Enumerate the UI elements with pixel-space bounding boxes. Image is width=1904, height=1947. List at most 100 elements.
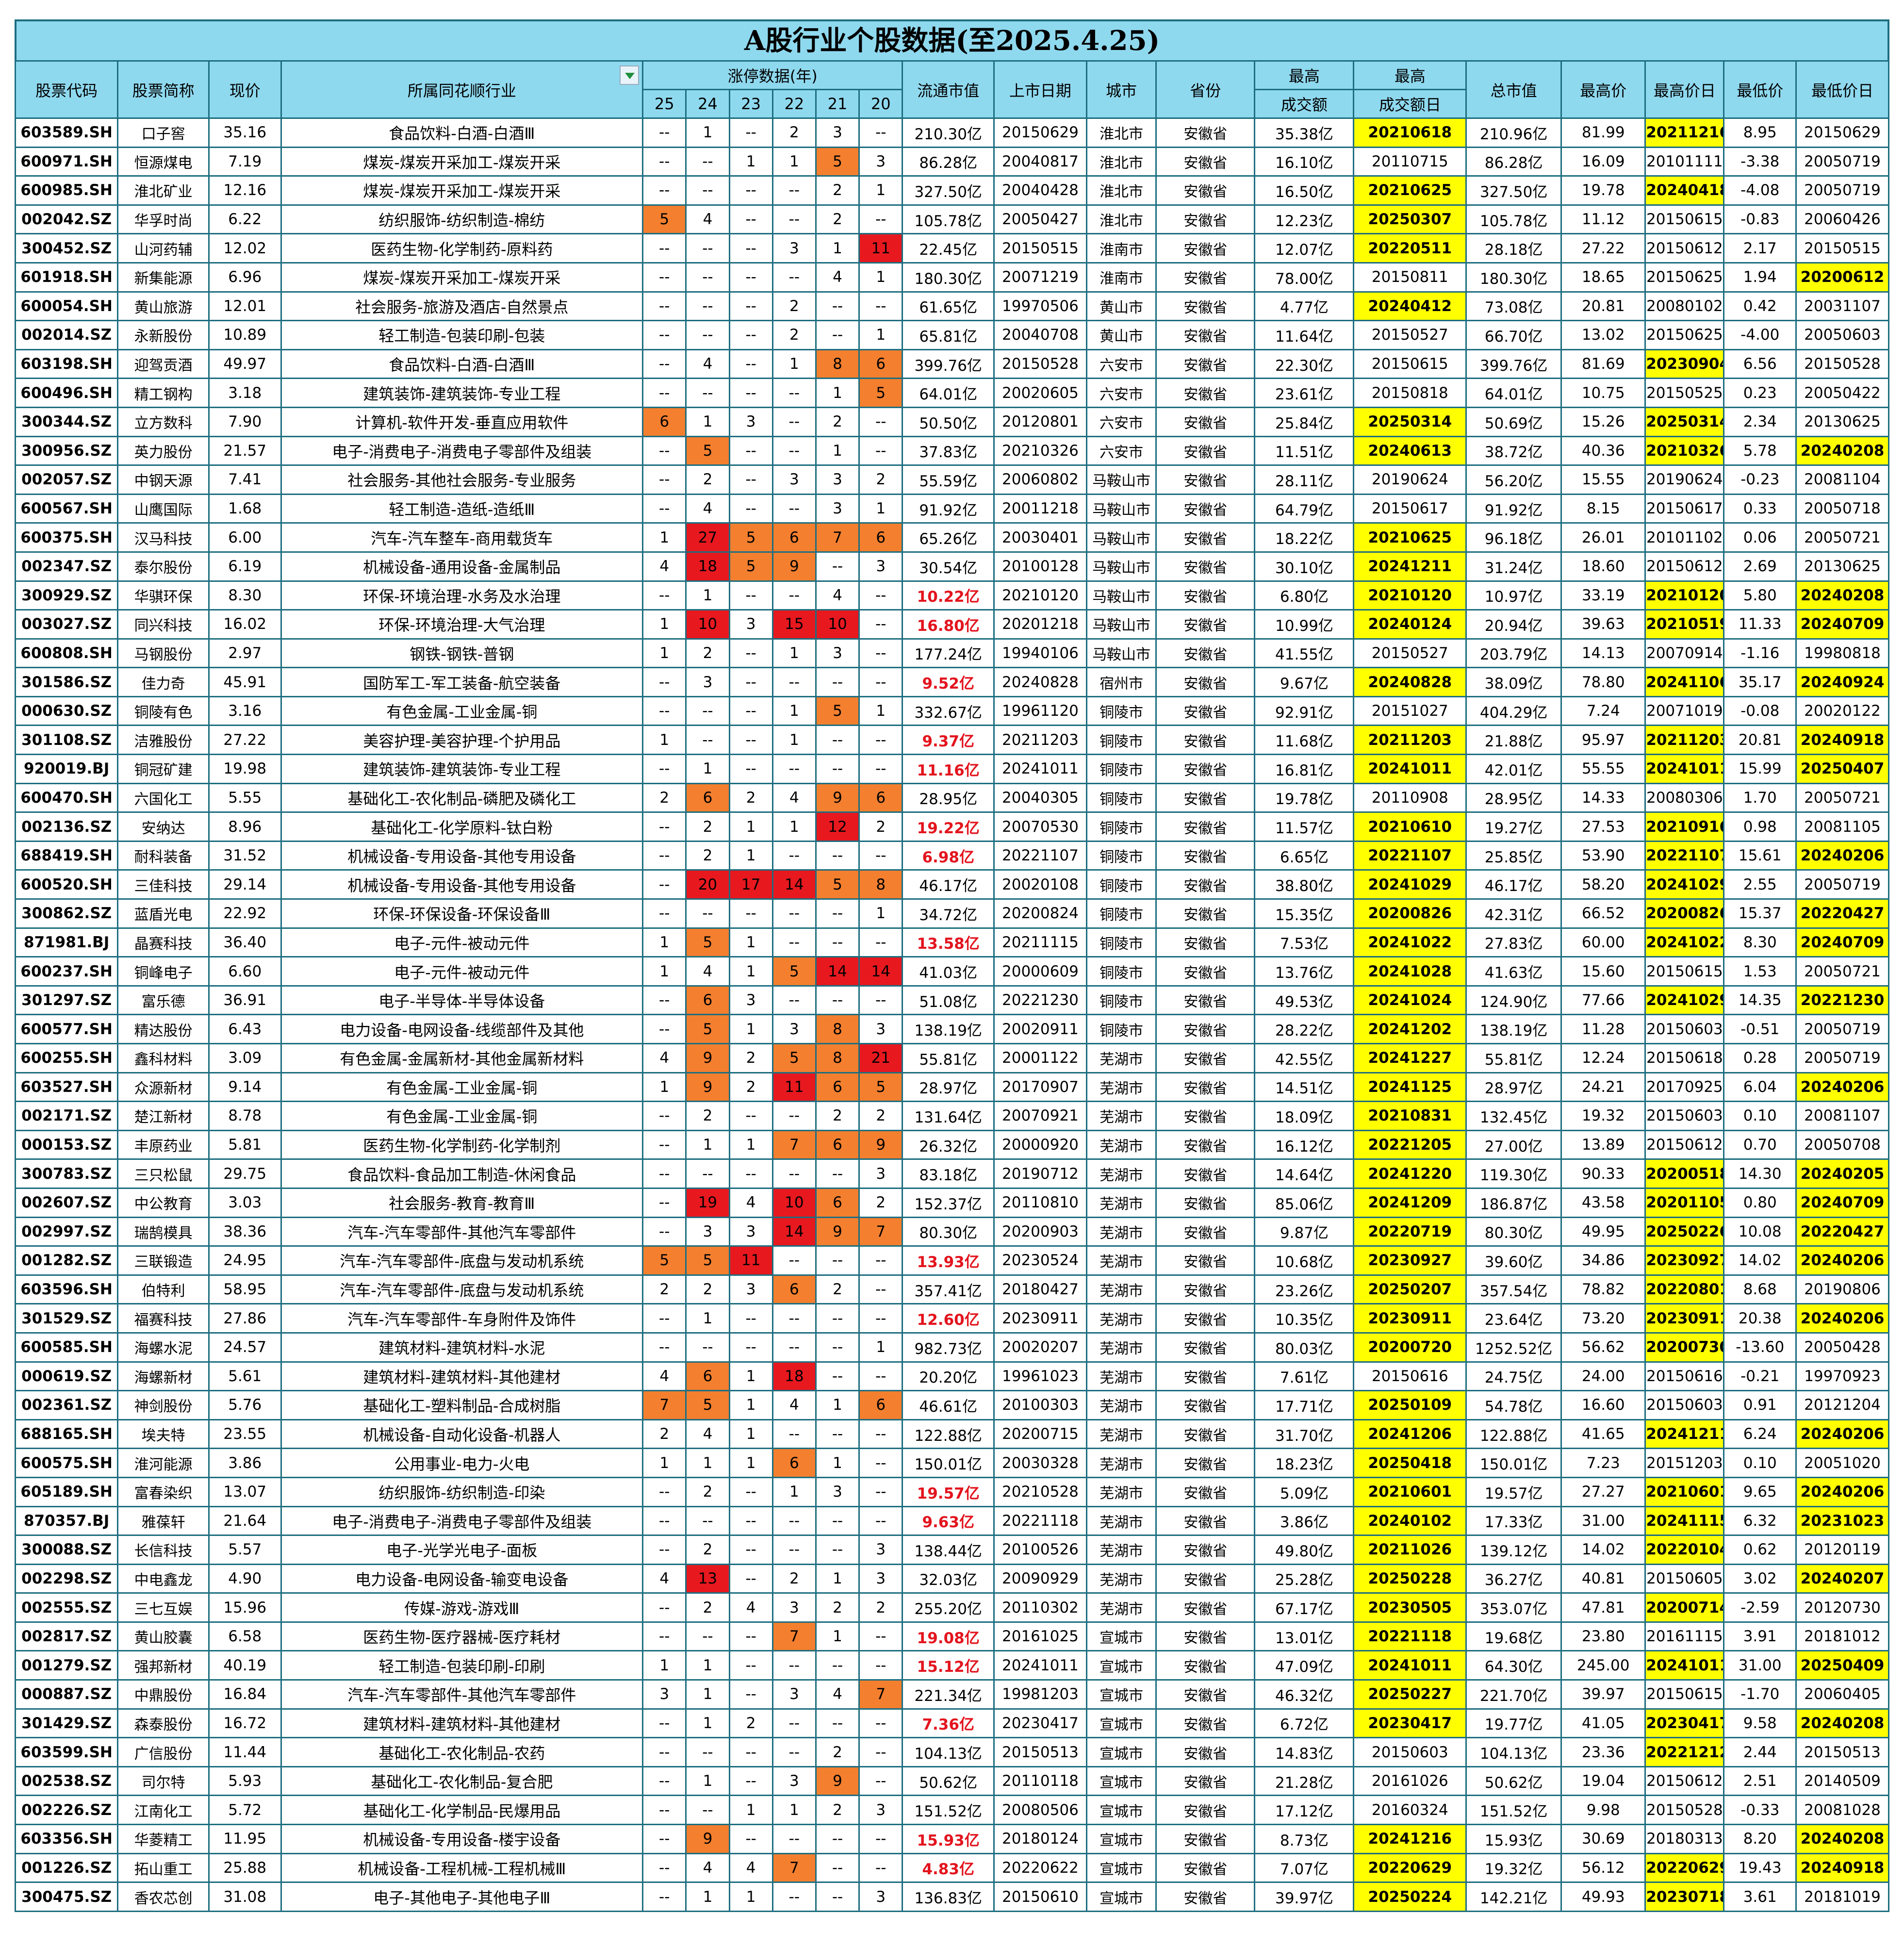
zt-count-cell[interactable]: --: [771, 754, 817, 784]
stock-code-cell[interactable]: 003027.SZ: [14, 609, 119, 640]
zt-count-cell[interactable]: 1: [771, 1476, 817, 1507]
high-price-cell[interactable]: 10.75: [1560, 378, 1646, 408]
zt-count-cell[interactable]: 1: [685, 1679, 730, 1710]
total-cap-cell[interactable]: 66.70亿: [1465, 320, 1562, 350]
table-row[interactable]: 301297.SZ 富乐德 36.91 电子-半导体-半导体设备 -- 6 3 -- -- -- 5…: [14, 985, 1889, 1016]
high-price-date-cell[interactable]: 20210120: [1644, 580, 1725, 611]
table-row[interactable]: 301529.SZ 福赛科技 27.86 汽车-汽车零部件-车身附件及饰件 -- 1 -- -…: [14, 1303, 1889, 1334]
total-cap-cell[interactable]: 73.08亿: [1465, 291, 1562, 322]
high-price-date-cell[interactable]: 20080102: [1644, 291, 1725, 322]
list-date-cell[interactable]: 20040428: [993, 175, 1087, 206]
max-volume-cell[interactable]: 28.11亿: [1254, 464, 1355, 495]
max-volume-cell[interactable]: 7.07亿: [1254, 1852, 1355, 1883]
max-volume-cell[interactable]: 30.10亿: [1254, 551, 1355, 582]
zt-count-cell[interactable]: 6: [858, 1390, 903, 1420]
province-cell[interactable]: 安徽省: [1155, 1592, 1256, 1623]
province-cell[interactable]: 安徽省: [1155, 320, 1256, 350]
zt-count-cell[interactable]: --: [858, 927, 903, 958]
stock-name-cell[interactable]: 淮河能源: [117, 1448, 210, 1478]
zt-count-cell[interactable]: 3: [771, 1592, 817, 1623]
high-price-cell[interactable]: 19.78: [1560, 175, 1646, 206]
total-cap-cell[interactable]: 19.27亿: [1465, 811, 1562, 842]
stock-name-cell[interactable]: 六国化工: [117, 782, 210, 813]
low-price-date-cell[interactable]: 20240208: [1795, 1708, 1889, 1739]
stock-code-cell[interactable]: 301586.SZ: [14, 667, 119, 697]
low-price-cell[interactable]: -1.16: [1723, 638, 1797, 669]
max-volume-cell[interactable]: 9.87亿: [1254, 1216, 1355, 1247]
stock-name-cell[interactable]: 鑫科材料: [117, 1043, 210, 1073]
list-date-cell[interactable]: 20150513: [993, 1737, 1087, 1767]
province-cell[interactable]: 安徽省: [1155, 1824, 1256, 1854]
current-price-cell[interactable]: 29.14: [208, 869, 282, 900]
zt-count-cell[interactable]: --: [815, 1708, 860, 1739]
max-volume-cell[interactable]: 9.67亿: [1254, 667, 1355, 697]
list-date-cell[interactable]: 20150528: [993, 348, 1087, 380]
high-price-date-cell[interactable]: 20200826: [1644, 898, 1725, 929]
zt-count-cell[interactable]: --: [728, 435, 773, 466]
max-volume-cell[interactable]: 49.53亿: [1254, 985, 1355, 1016]
low-price-cell[interactable]: 11.33: [1723, 609, 1797, 640]
max-volume-date-cell[interactable]: 20190624: [1353, 464, 1467, 495]
high-price-date-cell[interactable]: 20200714: [1644, 1592, 1725, 1623]
province-cell[interactable]: 安徽省: [1155, 580, 1256, 611]
max-volume-cell[interactable]: 13.01亿: [1254, 1621, 1355, 1652]
zt-count-cell[interactable]: --: [685, 262, 730, 293]
zt-count-cell[interactable]: --: [771, 378, 817, 408]
high-price-date-cell[interactable]: 20150528: [1644, 1795, 1725, 1826]
high-price-cell[interactable]: 12.24: [1560, 1043, 1646, 1073]
zt-count-cell[interactable]: 2: [685, 1274, 730, 1305]
zt-count-cell[interactable]: --: [815, 1852, 860, 1883]
table-row[interactable]: 000619.SZ 海螺新材 5.61 建筑材料-建筑材料-其他建材 4 6 1 18 -- --…: [14, 1361, 1889, 1392]
stock-name-cell[interactable]: 广信股份: [117, 1737, 210, 1767]
city-cell[interactable]: 宣城市: [1085, 1881, 1157, 1912]
total-cap-cell[interactable]: 221.70亿: [1465, 1679, 1562, 1710]
max-volume-cell[interactable]: 8.73亿: [1254, 1824, 1355, 1854]
zt-count-cell[interactable]: 19: [685, 1187, 730, 1218]
total-cap-cell[interactable]: 27.00亿: [1465, 1129, 1562, 1160]
stock-name-cell[interactable]: 丰原药业: [117, 1129, 210, 1160]
max-volume-date-cell[interactable]: 20240828: [1353, 667, 1467, 697]
low-price-date-cell[interactable]: 20150528: [1795, 348, 1889, 380]
province-cell[interactable]: 安徽省: [1155, 1679, 1256, 1710]
zt-count-cell[interactable]: 1: [771, 1795, 817, 1826]
max-volume-cell[interactable]: 14.64亿: [1254, 1158, 1355, 1189]
total-cap-cell[interactable]: 122.88亿: [1465, 1419, 1562, 1450]
zt-count-cell[interactable]: 4: [642, 1563, 687, 1594]
zt-count-cell[interactable]: 1: [771, 348, 817, 380]
stock-code-cell[interactable]: 002555.SZ: [14, 1592, 119, 1623]
max-volume-date-cell[interactable]: 20241206: [1353, 1419, 1467, 1450]
total-cap-cell[interactable]: 19.77亿: [1465, 1708, 1562, 1739]
header-high[interactable]: 最高价: [1560, 60, 1646, 119]
zt-count-cell[interactable]: --: [771, 406, 817, 437]
total-cap-cell[interactable]: 20.94亿: [1465, 609, 1562, 640]
zt-count-cell[interactable]: 1: [685, 1303, 730, 1334]
zt-count-cell[interactable]: --: [728, 320, 773, 350]
zt-count-cell[interactable]: 1: [728, 1390, 773, 1420]
city-cell[interactable]: 宿州市: [1085, 667, 1157, 697]
zt-count-cell[interactable]: 1: [685, 406, 730, 437]
low-price-cell[interactable]: 0.42: [1723, 291, 1797, 322]
city-cell[interactable]: 铜陵市: [1085, 840, 1157, 871]
stock-code-cell[interactable]: 002347.SZ: [14, 551, 119, 582]
province-cell[interactable]: 安徽省: [1155, 1737, 1256, 1767]
zt-count-cell[interactable]: 12: [815, 811, 860, 842]
zt-count-cell[interactable]: 1: [771, 146, 817, 177]
table-row[interactable]: 300929.SZ 华骐环保 8.30 环保-环境治理-水务及水治理 -- 1 -- -- 4-…: [14, 580, 1889, 611]
stock-code-cell[interactable]: 300862.SZ: [14, 898, 119, 929]
high-price-cell[interactable]: 27.53: [1560, 811, 1646, 842]
industry-cell[interactable]: 食品饮料-白酒-白酒Ⅲ: [280, 117, 644, 148]
float-cap-cell[interactable]: 11.16亿: [902, 754, 995, 784]
max-volume-date-cell[interactable]: 20250227: [1353, 1679, 1467, 1710]
zt-count-cell[interactable]: 10: [815, 609, 860, 640]
header-industry[interactable]: 所属同花顺行业: [280, 60, 644, 119]
max-volume-date-cell[interactable]: 20220719: [1353, 1216, 1467, 1247]
low-price-cell[interactable]: 3.91: [1723, 1621, 1797, 1652]
list-date-cell[interactable]: 20210326: [993, 435, 1087, 466]
zt-count-cell[interactable]: --: [771, 1419, 817, 1450]
max-volume-date-cell[interactable]: 20200826: [1353, 898, 1467, 929]
max-volume-cell[interactable]: 23.61亿: [1254, 378, 1355, 408]
total-cap-cell[interactable]: 42.01亿: [1465, 754, 1562, 784]
high-price-date-cell[interactable]: 20150618: [1644, 1043, 1725, 1073]
max-volume-cell[interactable]: 11.68亿: [1254, 725, 1355, 756]
zt-count-cell[interactable]: 8: [815, 1043, 860, 1073]
